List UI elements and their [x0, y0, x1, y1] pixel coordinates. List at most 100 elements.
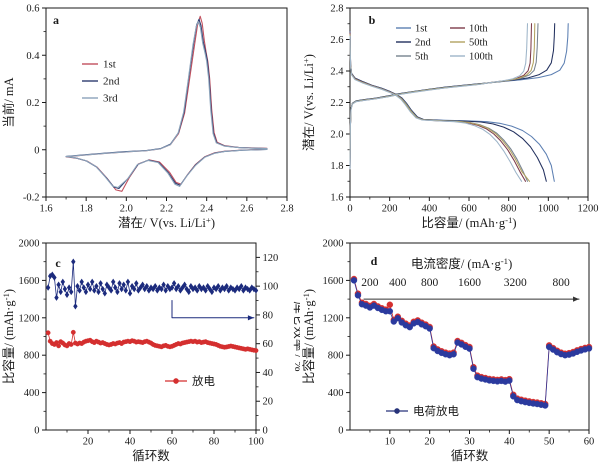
data-point-circle — [470, 365, 477, 372]
ticks: 0 200 400 600 800 1000 1200 1.6 1.8 2.0 2.2 2.4 2.6 2… — [330, 4, 598, 215]
data-point-diamond — [230, 285, 236, 293]
annotation-arrow — [363, 296, 580, 302]
y-tick-label: 400 — [24, 388, 40, 399]
panel-letter: a — [53, 13, 59, 27]
data-point-diamond — [119, 285, 124, 293]
data-point-diamond — [132, 285, 137, 293]
rate-label: 1600 — [458, 277, 481, 289]
ticks: 10 20 30 40 50 60 0 400 800 1200 1600 2000 — [323, 239, 595, 448]
data-point-diamond — [60, 278, 65, 286]
data-point-circle — [386, 308, 394, 315]
panel-letter: b — [369, 13, 376, 27]
data-point-diamond — [52, 274, 57, 281]
series-group — [349, 23, 569, 182]
data-point-diamond — [108, 287, 114, 294]
series-line — [65, 18, 268, 190]
y-axis-title: 当前/ mA — [1, 77, 16, 127]
data-point-circle — [450, 351, 457, 358]
data-point-diamond — [188, 282, 194, 290]
data-point-circle — [585, 345, 593, 352]
data-point-circle — [173, 378, 179, 384]
y-tick-label: 2.4 — [330, 67, 344, 78]
x-axis-title: 循环数 — [132, 448, 170, 463]
series-line — [349, 23, 556, 170]
data-point-diamond — [102, 290, 107, 297]
axes-box — [45, 242, 257, 431]
data-point-diamond — [92, 287, 97, 294]
x-tick-label: 1.6 — [39, 204, 52, 215]
panel-b: 0 200 400 600 800 1000 1200 1.6 1.8 2.0 2.2 2.4 2.6 2… — [300, 0, 600, 233]
x-tick-label: 1000 — [538, 204, 559, 215]
data-point-circle — [45, 330, 51, 336]
data-point-diamond — [146, 287, 152, 294]
legend-label: 1st — [415, 24, 427, 35]
data-point-circle — [506, 377, 513, 384]
data-point-diamond — [90, 278, 95, 286]
annotation-text: 电流密度/ (mA·g-1) — [411, 256, 512, 271]
data-point-diamond — [50, 271, 55, 278]
series-line — [349, 23, 529, 170]
legend-label: 放电 — [192, 374, 215, 388]
x-tick-label: 40 — [504, 437, 515, 448]
data-point-circle — [350, 277, 358, 284]
x-tick-label: 600 — [461, 204, 477, 215]
series-line — [349, 31, 555, 182]
data-point-diamond — [232, 287, 238, 294]
y-axis-title: 比容量/ (mAh·g-1) — [1, 289, 16, 384]
panel-letter: c — [55, 256, 61, 270]
data-point-diamond — [144, 282, 149, 290]
data-point-diamond — [121, 281, 126, 288]
data-point-diamond — [180, 284, 185, 291]
legend: 1st 2nd 3rd — [82, 59, 120, 105]
panel-c: 20 40 60 80 100 0 400 800 1200 1600 2000 0 20 40 60 80 1… — [0, 233, 300, 466]
data-point-circle — [510, 393, 517, 400]
data-point-diamond — [140, 281, 145, 288]
data-point-diamond — [169, 284, 175, 291]
data-point-diamond — [138, 284, 143, 291]
legend: 放电 — [165, 374, 215, 388]
x-tick-label: 0 — [347, 204, 352, 215]
data-point-diamond — [253, 287, 259, 294]
data-point-diamond — [87, 285, 93, 293]
y-tick-label: 800 — [24, 351, 40, 362]
data-point-circle — [386, 301, 394, 308]
rate-label: 200 — [361, 277, 379, 289]
series-line — [349, 23, 569, 170]
data-point-diamond — [195, 287, 200, 294]
series-group — [350, 275, 593, 409]
y-tick-label: 1600 — [19, 276, 40, 287]
x-tick-label: 2.4 — [200, 204, 214, 215]
x-tick-label: 1.8 — [80, 204, 93, 215]
data-point-diamond — [69, 288, 74, 296]
y2-tick-label: 60 — [263, 339, 274, 350]
y-tick-label: 2000 — [323, 239, 344, 250]
y-tick-label: 2.0 — [330, 130, 343, 141]
y2-tick-label: 80 — [263, 310, 274, 321]
annotation-arrow — [171, 300, 255, 321]
y-axis-title: 潜在/ V(vs. Li/Li+) — [301, 54, 316, 151]
data-point-diamond — [201, 284, 206, 291]
panel-a-chart: 1.6 1.8 2.0 2.2 2.4 2.6 2.8 -0.2 0 0.2 0.4 0.6 潜在/ V… — [1, 4, 294, 231]
data-point-diamond — [54, 294, 59, 301]
y2-tick-label: 20 — [263, 397, 274, 408]
rate-label: 800 — [552, 277, 570, 289]
y-tick-label: 0.6 — [26, 4, 39, 15]
x-tick-label: 30 — [464, 437, 475, 448]
data-point-diamond — [58, 288, 63, 296]
data-point-diamond — [64, 291, 70, 298]
data-point-diamond — [136, 287, 141, 294]
data-point-diamond — [79, 278, 84, 286]
data-point-circle — [466, 345, 473, 352]
data-point-circle — [70, 329, 76, 335]
data-point-diamond — [77, 287, 82, 294]
data-point-diamond — [182, 281, 187, 288]
series-line — [349, 35, 523, 182]
data-point-diamond — [85, 281, 91, 288]
data-point-diamond — [134, 280, 139, 287]
x-tick-label: 20 — [424, 437, 435, 448]
arrowhead — [573, 296, 580, 302]
data-point-diamond — [148, 284, 154, 291]
ticks: 1.6 1.8 2.0 2.2 2.4 2.6 2.8 -0.2 0 0.2 0.4 0.6 — [23, 4, 294, 215]
legend-label: 3rd — [103, 93, 118, 105]
y2-axis-title: 库仑效率 / % — [292, 301, 300, 371]
